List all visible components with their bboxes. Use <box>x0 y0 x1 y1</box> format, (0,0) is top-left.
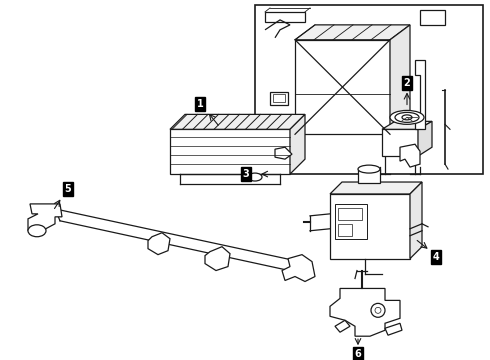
Polygon shape <box>330 288 400 336</box>
Bar <box>358 169 380 183</box>
Polygon shape <box>295 40 390 134</box>
Bar <box>335 204 367 239</box>
Bar <box>382 129 418 156</box>
Text: 2: 2 <box>404 77 411 87</box>
Polygon shape <box>385 323 402 335</box>
Polygon shape <box>400 144 420 167</box>
Text: 6: 6 <box>355 349 362 359</box>
Polygon shape <box>295 25 410 40</box>
Polygon shape <box>28 204 62 231</box>
Text: 3: 3 <box>243 169 249 179</box>
Circle shape <box>375 307 381 313</box>
Polygon shape <box>148 233 170 255</box>
Ellipse shape <box>402 115 412 120</box>
Polygon shape <box>390 25 410 134</box>
Polygon shape <box>290 114 305 174</box>
Bar <box>338 224 352 236</box>
Polygon shape <box>205 247 230 271</box>
Polygon shape <box>170 129 290 174</box>
Polygon shape <box>170 114 305 129</box>
Ellipse shape <box>28 225 46 237</box>
Polygon shape <box>410 182 422 258</box>
Polygon shape <box>418 121 432 156</box>
Bar <box>330 194 410 258</box>
Text: 1: 1 <box>196 99 203 109</box>
Text: 4: 4 <box>433 252 440 262</box>
Polygon shape <box>335 320 350 332</box>
Bar <box>270 91 288 105</box>
Polygon shape <box>415 60 425 129</box>
Bar <box>255 5 483 174</box>
Polygon shape <box>282 255 315 282</box>
Ellipse shape <box>395 112 419 122</box>
Bar <box>338 208 362 220</box>
Polygon shape <box>275 147 292 159</box>
Circle shape <box>371 303 385 317</box>
Polygon shape <box>420 10 445 25</box>
Polygon shape <box>265 12 305 22</box>
Text: 5: 5 <box>65 184 72 194</box>
Ellipse shape <box>358 165 380 173</box>
Ellipse shape <box>390 111 424 124</box>
Bar <box>273 94 285 103</box>
Ellipse shape <box>248 173 262 181</box>
Polygon shape <box>330 182 422 194</box>
Polygon shape <box>382 121 432 129</box>
